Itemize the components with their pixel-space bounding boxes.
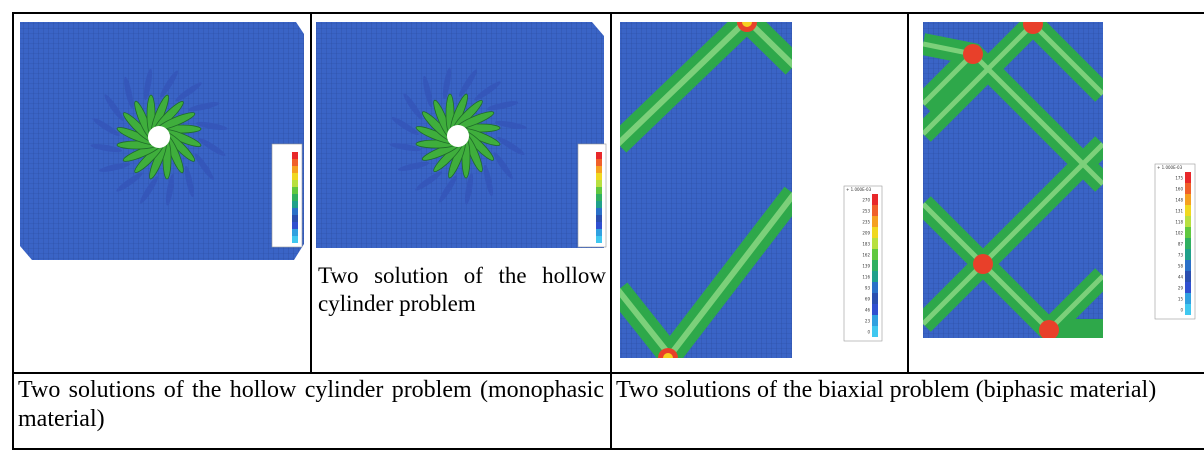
- legend-swatch: [872, 227, 878, 238]
- legend-label: 44: [1178, 275, 1184, 280]
- legend-swatch: [292, 201, 298, 208]
- legend-swatch: [872, 293, 878, 304]
- cell: + 1.000E-03 270 253 235 209 183 162 139 116 93 69 4…: [611, 13, 908, 373]
- legend-label: 139: [862, 264, 870, 269]
- legend-swatch: [596, 201, 602, 208]
- legend-swatch: [1185, 282, 1191, 293]
- legend-label: 23: [865, 319, 871, 324]
- legend-label: 87: [1178, 242, 1184, 247]
- legend-label: 160: [1175, 187, 1183, 192]
- legend-swatch: [292, 236, 298, 243]
- legend-swatch: [292, 173, 298, 180]
- panel: + 1.000E-03 270 253 235 209 183 162 139 116 93 69 4…: [612, 14, 907, 372]
- legend-label: 93: [865, 286, 871, 291]
- legend: [272, 144, 302, 247]
- legend-swatch: [596, 236, 602, 243]
- legend-swatch: [1185, 293, 1191, 304]
- panel: [14, 14, 310, 372]
- legend-swatch: [596, 208, 602, 215]
- legend-label: 69: [865, 297, 871, 302]
- hole: [148, 126, 170, 148]
- hole: [447, 125, 469, 147]
- legend-swatch: [292, 166, 298, 173]
- legend-swatch: [1185, 205, 1191, 216]
- legend-label: 162: [862, 253, 870, 258]
- legend-label: 131: [1175, 209, 1183, 214]
- legend: + 1.000E-03 175 160 148 131 118 102 87 73 58 44 29 1…: [1155, 164, 1195, 319]
- caption: Two solution of the hollow cylinder prob…: [312, 260, 610, 318]
- legend-label: 118: [1175, 220, 1183, 225]
- legend-swatch: [596, 187, 602, 194]
- legend-swatch: [872, 216, 878, 227]
- legend-swatch: [872, 271, 878, 282]
- legend-swatch: [292, 208, 298, 215]
- legend-swatch: [1185, 216, 1191, 227]
- legend-swatch: [292, 194, 298, 201]
- legend-label: 148: [1175, 198, 1183, 203]
- legend-swatch: [292, 159, 298, 166]
- legend-swatch: [1185, 260, 1191, 271]
- figure-table: Two solution of the hollow cylinder prob…: [12, 12, 1204, 450]
- legend-swatch: [596, 180, 602, 187]
- legend-label: 175: [1175, 176, 1183, 181]
- legend-swatch: [596, 166, 602, 173]
- cell: Two solutions of the hollow cylinder pro…: [13, 373, 611, 449]
- legend-label: 253: [862, 209, 870, 214]
- legend-header: + 1.000E-03: [846, 187, 872, 192]
- page: Two solution of the hollow cylinder prob…: [0, 0, 1204, 448]
- panel: [312, 14, 610, 260]
- legend-swatch: [872, 205, 878, 216]
- caption: Two solutions of the hollow cylinder pro…: [18, 376, 604, 434]
- legend-swatch: [596, 194, 602, 201]
- legend-swatch: [292, 229, 298, 236]
- legend: + 1.000E-03 270 253 235 209 183 162 139 116 93 69 4…: [844, 186, 882, 341]
- legend-swatch: [872, 304, 878, 315]
- legend-swatch: [596, 159, 602, 166]
- legend-swatch: [292, 215, 298, 222]
- legend-swatch: [1185, 183, 1191, 194]
- legend-swatch: [596, 222, 602, 229]
- legend-swatch: [1185, 249, 1191, 260]
- legend-swatch: [872, 282, 878, 293]
- legend-swatch: [596, 152, 602, 159]
- legend-swatch: [292, 152, 298, 159]
- legend-label: 209: [862, 231, 870, 236]
- legend-swatch: [1185, 194, 1191, 205]
- legend-swatch: [596, 173, 602, 180]
- legend-label: 29: [1178, 286, 1184, 291]
- legend-label: 235: [862, 220, 870, 225]
- legend-swatch: [872, 260, 878, 271]
- legend-label: 15: [1178, 297, 1184, 302]
- legend-swatch: [292, 187, 298, 194]
- legend-swatch: [292, 222, 298, 229]
- legend-label: 102: [1175, 231, 1183, 236]
- legend-swatch: [1185, 172, 1191, 183]
- legend-swatch: [1185, 271, 1191, 282]
- cell: Two solutions of the biaxial problem (bi…: [611, 373, 1204, 449]
- legend-header: + 1.000E-03: [1157, 165, 1183, 170]
- legend: [578, 144, 606, 247]
- cell: + 1.000E-03 175 160 148 131 118 102 87 73 58 44 29 1…: [908, 13, 1204, 373]
- legend-label: 116: [862, 275, 870, 280]
- legend-swatch: [872, 249, 878, 260]
- legend-swatch: [872, 315, 878, 326]
- legend-swatch: [872, 238, 878, 249]
- caption: Two solutions of the biaxial problem (bi…: [616, 376, 1198, 405]
- legend-swatch: [872, 326, 878, 337]
- cell: Two solution of the hollow cylinder prob…: [311, 13, 611, 373]
- legend-swatch: [596, 229, 602, 236]
- panel: + 1.000E-03 175 160 148 131 118 102 87 73 58 44 29 1…: [909, 14, 1204, 372]
- legend-swatch: [1185, 227, 1191, 238]
- legend-swatch: [292, 180, 298, 187]
- cell: [13, 13, 311, 373]
- legend-swatch: [1185, 238, 1191, 249]
- legend-label: 270: [862, 198, 870, 203]
- legend-label: 73: [1178, 253, 1184, 258]
- legend-label: 183: [862, 242, 870, 247]
- legend-label: 46: [865, 308, 871, 313]
- legend-swatch: [1185, 304, 1191, 315]
- legend-label: 58: [1178, 264, 1184, 269]
- legend-swatch: [872, 194, 878, 205]
- legend-swatch: [596, 215, 602, 222]
